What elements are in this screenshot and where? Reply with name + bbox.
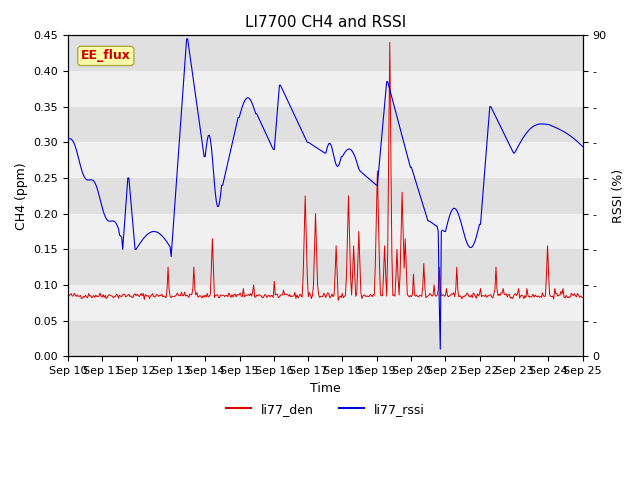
Bar [68,36,582,71]
li77_rssi [310,143,317,148]
Bar [68,178,582,214]
Legend: li77_den, li77_rssi: li77_den, li77_rssi [221,398,429,420]
li77_rssi [344,147,351,153]
li77_den [488,294,496,300]
li77_den [312,211,319,216]
li77_rssi [436,347,444,352]
Bar [68,285,582,321]
li77_rssi [183,36,191,42]
li77_den [579,295,586,300]
li77_den [371,261,379,266]
li77_den [64,292,72,298]
li77_rssi [64,136,72,142]
li77_rssi [313,145,321,151]
li77_rssi [568,134,576,140]
li77_den [344,233,351,239]
Bar [68,107,582,143]
Bar [68,249,582,285]
li77_rssi [488,106,496,112]
Y-axis label: CH4 (ppm): CH4 (ppm) [15,162,28,229]
li77_den [334,298,342,303]
Line: li77_den: li77_den [68,42,582,300]
Bar [68,214,582,249]
li77_rssi [579,144,586,149]
Bar [68,71,582,107]
li77_rssi [371,181,379,187]
Title: LI7700 CH4 and RSSI: LI7700 CH4 and RSSI [244,15,406,30]
Y-axis label: RSSI (%): RSSI (%) [612,169,625,223]
li77_den [386,39,394,45]
Bar [68,321,582,356]
Text: EE_flux: EE_flux [81,49,131,62]
li77_den [308,292,316,298]
X-axis label: Time: Time [310,382,340,395]
Line: li77_rssi: li77_rssi [68,39,582,349]
Bar [68,143,582,178]
li77_den [568,291,576,297]
